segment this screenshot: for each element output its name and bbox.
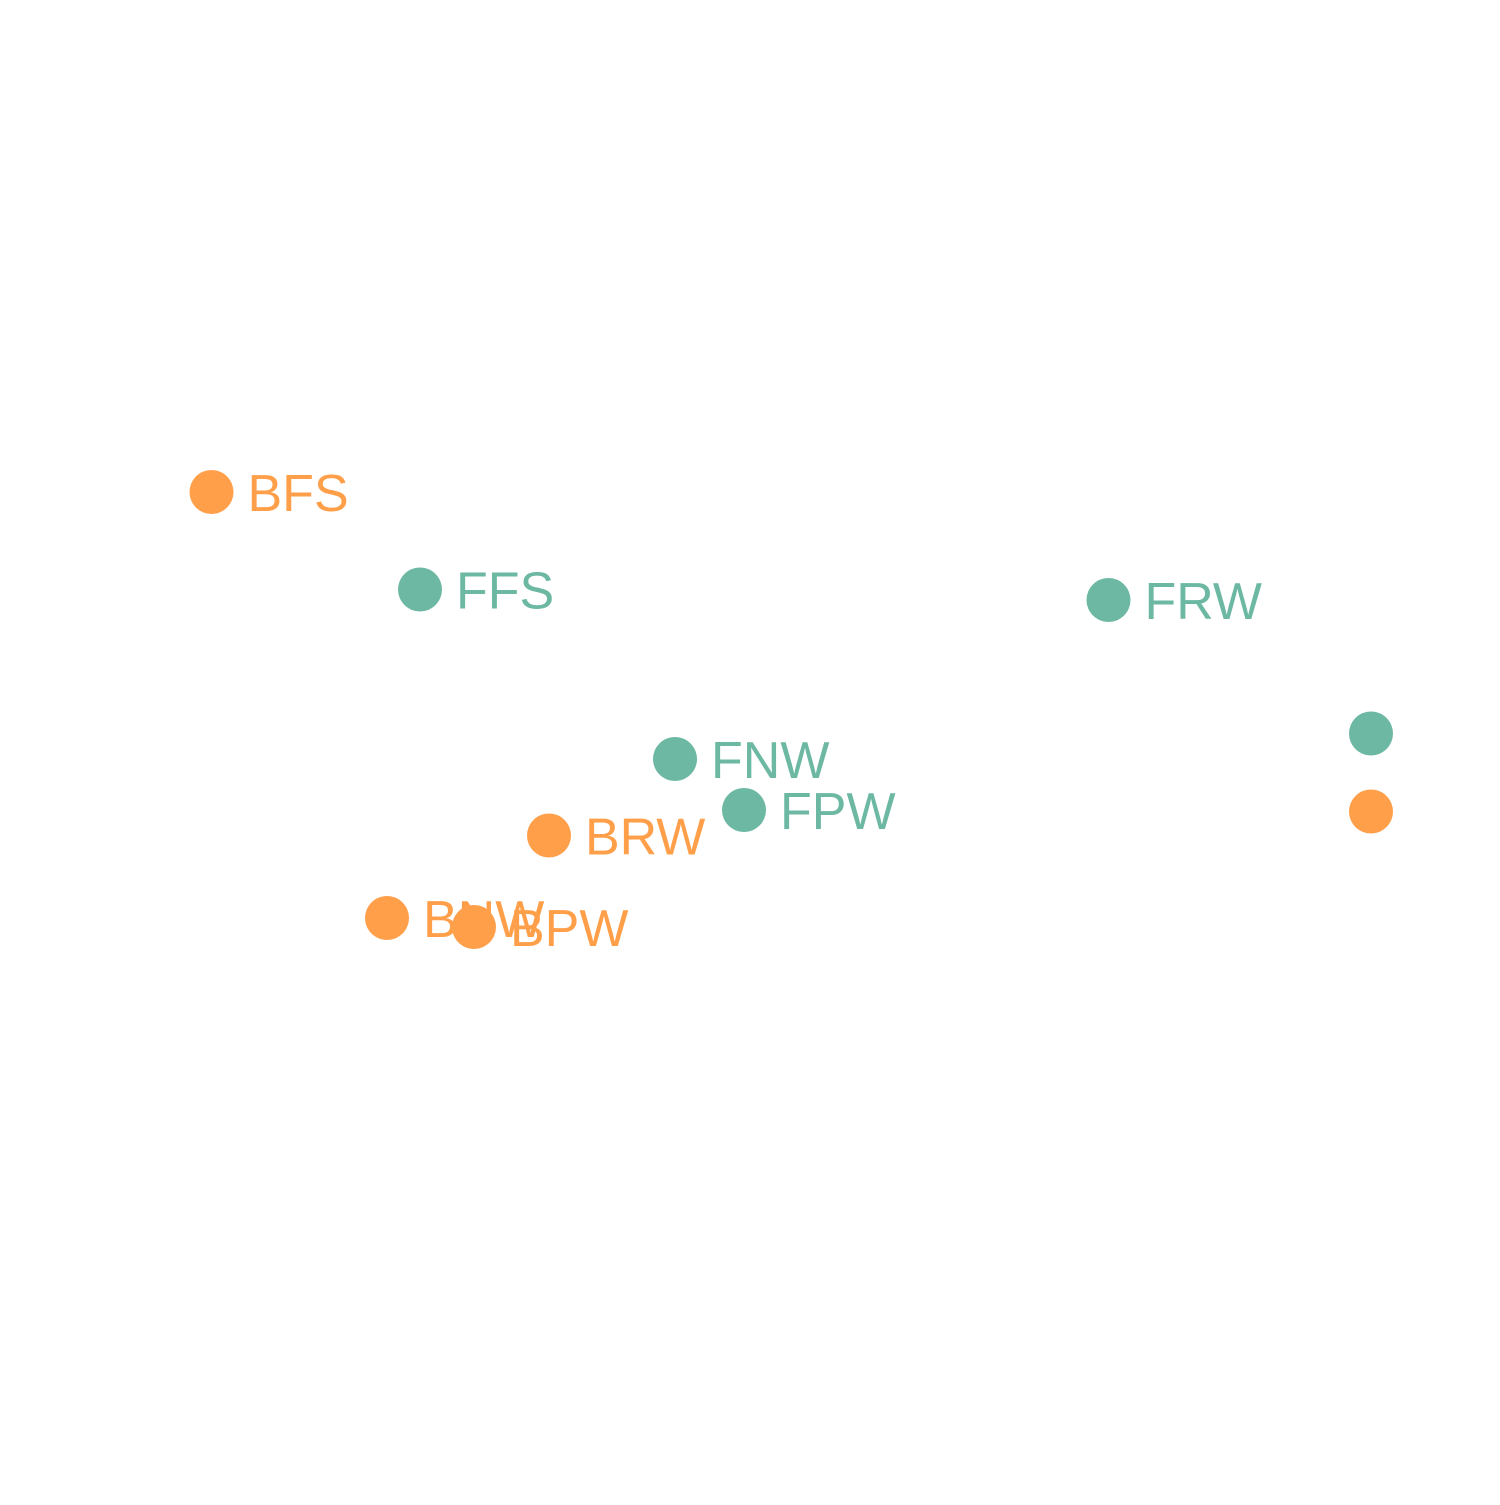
data-point-brw <box>527 813 571 858</box>
data-point-ffs <box>398 567 442 612</box>
point-label-frw: FRW <box>1145 573 1262 631</box>
point-label-ffs: FFS <box>456 563 554 621</box>
data-point-bpw <box>452 905 496 949</box>
point-label-fpw: FPW <box>780 783 896 841</box>
point-label-brw: BRW <box>585 809 705 867</box>
point-label-bfs: BFS <box>248 465 349 523</box>
point-labels: BFSBRWBNWBPWFFSFRWFNWFPW <box>248 465 1262 958</box>
data-point-s1-p4 <box>1349 711 1393 756</box>
data-point-bnw <box>365 896 409 940</box>
point-label-bpw: BPW <box>510 900 628 958</box>
point-label-fnw: FNW <box>711 732 829 790</box>
data-point-fpw <box>722 788 766 832</box>
data-points <box>189 470 1393 949</box>
data-point-fnw <box>653 737 697 781</box>
data-point-frw <box>1086 578 1131 622</box>
data-point-s0-p4 <box>1349 789 1393 834</box>
data-point-bfs <box>189 470 234 514</box>
